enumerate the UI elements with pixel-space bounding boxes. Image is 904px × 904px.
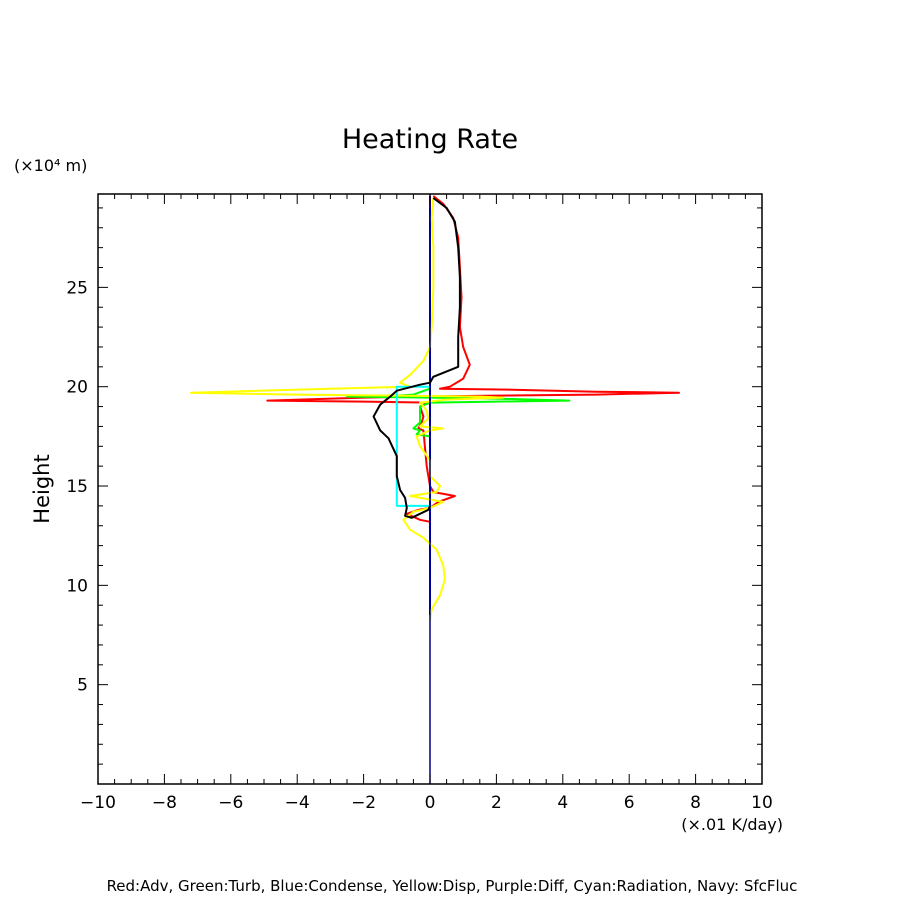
x-tick-label: 4 xyxy=(557,793,568,813)
y-axis-unit: (×10⁴ m) xyxy=(14,156,87,175)
y-tick-label: 25 xyxy=(66,278,88,298)
x-tick-label: 10 xyxy=(751,793,773,813)
y-tick-label: 10 xyxy=(66,576,88,596)
x-tick-label: −8 xyxy=(152,793,177,813)
x-tick-label: −10 xyxy=(80,793,116,813)
plot-frame xyxy=(97,193,763,785)
y-axis-label: Height xyxy=(30,454,54,523)
series-layer xyxy=(190,194,680,784)
legend-caption: Red:Adv, Green:Turb, Blue:Condense, Yell… xyxy=(107,877,798,895)
y-tick-label: 20 xyxy=(66,378,88,398)
chart-title: Heating Rate xyxy=(342,124,518,155)
x-tick-label: −4 xyxy=(285,793,310,813)
y-tick-label: 15 xyxy=(66,477,88,497)
x-axis-unit: (×.01 K/day) xyxy=(681,815,783,834)
series-line-total xyxy=(372,197,461,519)
x-tick-label: −2 xyxy=(351,793,376,813)
x-tick-label: −6 xyxy=(218,793,243,813)
x-tick-label: 2 xyxy=(491,793,502,813)
x-tick-label: 6 xyxy=(624,793,635,813)
series-line-disp xyxy=(190,197,504,622)
x-tick-label: 8 xyxy=(690,793,701,813)
y-tick-label: 5 xyxy=(77,676,88,696)
x-tick-label: 0 xyxy=(425,793,436,813)
tick-layer: −10 −8 −6 −4 −2 0 2 4 6 8 10 5 10 15 20 25 xyxy=(66,194,773,813)
